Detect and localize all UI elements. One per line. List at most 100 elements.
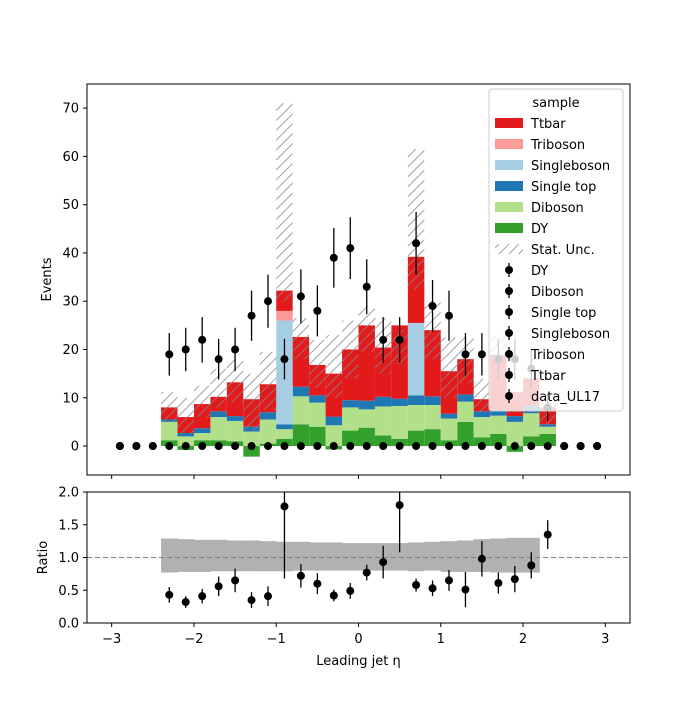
bar-single-top [226,416,244,421]
bar-dy [424,429,441,447]
data-point-zero [395,442,404,451]
ratio-y-tick-label: 0.0 [58,617,79,632]
stat-unc-band [276,103,293,302]
data-point [445,311,453,320]
data-point-zero [527,442,536,451]
ratio-unc-band [424,541,442,571]
data-point [296,292,305,301]
legend-swatch [495,118,523,128]
data-point-zero [165,442,174,451]
ratio-point [379,558,388,567]
bar-single-top [276,424,293,430]
x-tick-label: −3 [102,632,121,647]
data-point-zero [231,442,240,451]
legend-label: Stat. Unc. [531,243,595,258]
ratio-unc-band [193,539,211,572]
bar-diboson [490,415,507,434]
bar-diboson [374,406,392,436]
stat-unc-band [193,385,211,418]
bar-diboson [309,402,326,427]
ratio-unc-band [177,539,195,572]
data-point [329,253,338,262]
bar-single-top [424,396,441,406]
legend-marker [505,266,513,274]
bar-dy [374,435,392,447]
stat-unc-band [243,373,260,432]
ratio-point [280,502,289,511]
stat-unc-band [177,397,194,434]
x-axis-label: Leading jet η [316,654,401,669]
ratio-point [428,584,437,593]
legend-marker [505,329,513,337]
bar-diboson [391,405,408,439]
legend-swatch [495,202,523,212]
data-point-zero [428,442,437,451]
bar-diboson [276,429,293,439]
ratio-point [198,592,207,601]
legend-swatch [495,181,523,191]
bar-single-top [440,413,458,419]
legend-label: data_UL17 [531,390,600,405]
bar-diboson [243,431,260,447]
data-point-zero [296,442,305,451]
bar-diboson [210,417,227,441]
ratio-unc-band [391,543,409,571]
ratio-point [412,581,421,590]
stat-unc-band [161,391,178,422]
legend-marker [505,287,513,295]
ratio-y-axis-label: Ratio [36,541,51,574]
ratio-point [461,585,470,594]
bar-diboson [177,436,194,447]
stat-unc-band [342,320,359,379]
y-tick-label: 10 [62,391,79,406]
ratio-unc-band [440,541,458,572]
ratio-point [510,575,519,584]
stat-unc-band [309,339,326,389]
legend-marker [505,371,513,379]
data-point-zero [494,442,503,451]
ratio-unc-band [506,537,524,573]
ratio-point [527,561,536,570]
data-point-zero [115,442,124,451]
bar-single-top [407,395,425,405]
ratio-unc-band [309,542,326,571]
x-tick-label: 2 [519,632,527,647]
legend-swatch [495,223,523,233]
ratio-point [165,590,174,599]
ratio-point [231,576,240,585]
data-point [214,355,223,364]
bar-single-top [309,395,326,403]
x-tick-label: 1 [437,632,445,647]
data-point-zero [132,442,141,451]
ratio-unc-band [407,542,425,572]
ratio-point [181,598,190,607]
stat-unc-band [358,306,375,352]
ratio-point [477,554,486,563]
ratio-point [296,571,305,580]
ratio-unc-band [490,538,507,573]
data-point-zero [543,442,552,451]
bar-dy [309,426,326,447]
ratio-y-tick-label: 0.5 [58,584,79,599]
bar-triboson [276,310,293,321]
data-point [280,355,289,364]
data-point [461,350,470,359]
data-point-zero [198,442,207,451]
data-point [247,311,256,320]
stat-unc-band [325,335,343,398]
bar-single-top [177,433,194,437]
ratio-point [264,592,272,601]
ratio-unc-band [358,543,376,571]
ratio-unc-band [243,540,261,572]
stat-unc-band [473,378,491,413]
bar-single-top [259,412,277,420]
bar-diboson [424,405,441,430]
ratio-point [445,576,453,585]
bar-diboson [161,421,178,441]
bar-dy [473,437,491,447]
legend-marker [505,350,513,358]
legend-swatch [495,139,523,149]
data-point-zero [412,442,421,451]
data-point-zero [148,442,157,451]
